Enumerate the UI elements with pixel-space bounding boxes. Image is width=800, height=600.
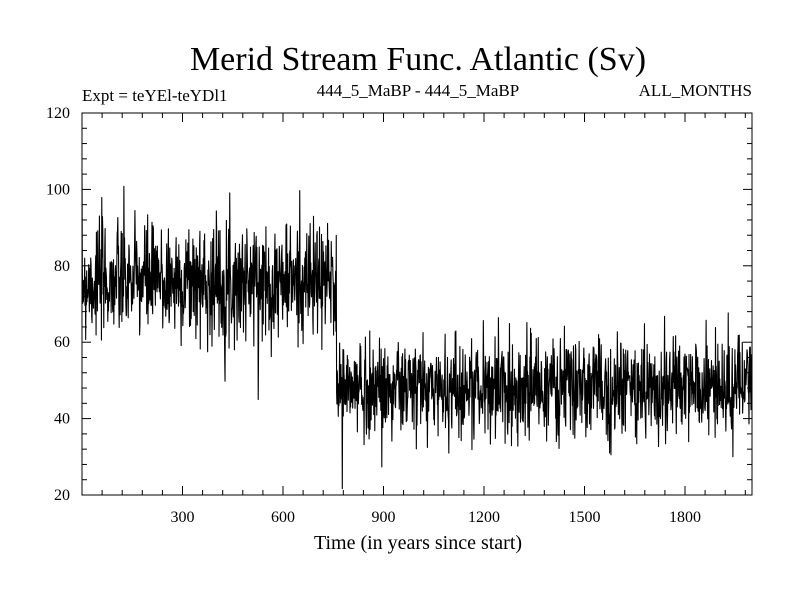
x-axis: 300 600 900 1200 1500 1800 bbox=[101, 113, 746, 526]
plot-area bbox=[81, 112, 753, 496]
x-axis-label: Time (in years since start) bbox=[314, 532, 522, 554]
y-tick-label: 20 bbox=[54, 487, 70, 504]
x-tick-label: 300 bbox=[171, 509, 195, 526]
x-tick-label: 900 bbox=[372, 509, 396, 526]
y-tick-label: 40 bbox=[54, 411, 70, 428]
y-tick-label: 120 bbox=[46, 105, 70, 122]
subtitle-center: 444_5_MaBP - 444_5_MaBP bbox=[317, 81, 519, 100]
x-tick-label: 1500 bbox=[569, 509, 601, 526]
y-tick-label: 80 bbox=[54, 258, 70, 275]
chart-title: Merid Stream Func. Atlantic (Sv) bbox=[190, 41, 646, 78]
y-tick-label: 100 bbox=[46, 181, 70, 198]
subtitle-right: ALL_MONTHS bbox=[639, 81, 752, 100]
series-line bbox=[82, 174, 752, 490]
x-tick-label: 1800 bbox=[669, 509, 701, 526]
y-tick-label: 60 bbox=[54, 334, 70, 351]
plot-frame bbox=[81, 112, 753, 496]
x-tick-label: 600 bbox=[271, 509, 295, 526]
subtitle-left: Expt = teYEl-teYDl1 bbox=[82, 86, 228, 105]
x-tick-label: 1200 bbox=[468, 509, 500, 526]
y-axis: 20 40 60 80 100 120 bbox=[46, 105, 752, 504]
